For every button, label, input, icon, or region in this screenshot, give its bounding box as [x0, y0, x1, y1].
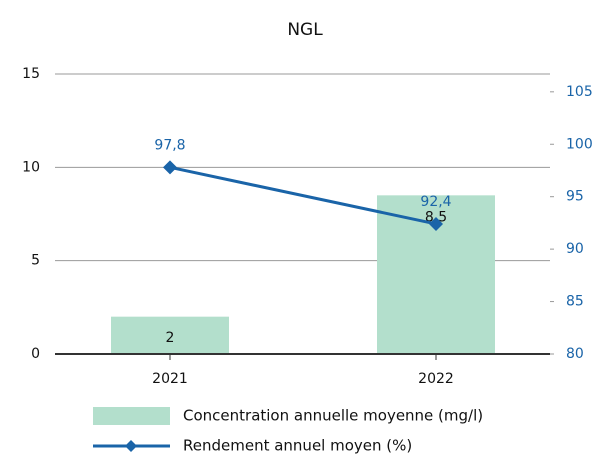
legend-label: Rendement annuel moyen (%): [183, 437, 412, 455]
legend-swatch: [93, 407, 170, 425]
y-tick-label: 0: [31, 346, 40, 362]
line-marker: [163, 160, 177, 175]
legend-label: Concentration annuelle moyenne (mg/l): [183, 407, 483, 425]
y2-tick-label: 100: [566, 136, 593, 152]
y2-tick-label: 105: [566, 84, 593, 100]
x-tick-label: 2021: [152, 371, 188, 387]
data-label: 92,4: [420, 194, 451, 210]
bar: [111, 316, 229, 354]
chart-title: NGL: [287, 20, 323, 40]
y-tick-label: 5: [31, 253, 40, 269]
data-label: 2: [166, 330, 175, 346]
y2-tick-label: 85: [566, 294, 584, 310]
data-label: 97,8: [154, 137, 185, 153]
x-tick-label: 2022: [418, 371, 454, 387]
y2-tick-label: 90: [566, 241, 584, 257]
legend-marker: [125, 440, 137, 452]
y2-tick-label: 80: [566, 346, 584, 362]
line: [169, 165, 437, 226]
line-marker: [429, 216, 443, 231]
y2-tick-label: 95: [566, 189, 584, 205]
y-tick-label: 10: [22, 159, 40, 175]
y-tick-label: 15: [22, 66, 40, 82]
